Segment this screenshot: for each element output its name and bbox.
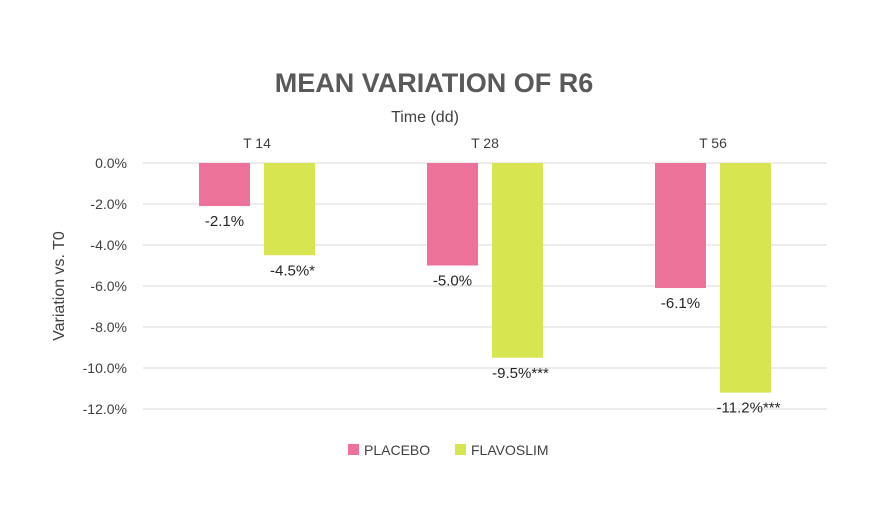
bar-placebo xyxy=(427,163,478,266)
bar-flavoslim xyxy=(720,163,771,393)
x-axis-ticks: T 14 T 28 T 56 xyxy=(243,135,727,151)
bars xyxy=(199,163,771,393)
legend-label: FLAVOSLIM xyxy=(471,442,549,458)
legend-swatch-placebo xyxy=(348,444,359,455)
y-tick-label: -10.0% xyxy=(83,360,127,376)
data-label: -4.5%* xyxy=(270,262,315,279)
legend-label: PLACEBO xyxy=(364,442,430,458)
data-label: -6.1% xyxy=(661,295,700,312)
y-tick-label: -6.0% xyxy=(90,278,127,294)
data-label: -2.1% xyxy=(205,213,244,230)
x-tick-label: T 28 xyxy=(471,135,499,151)
y-tick-label: -2.0% xyxy=(90,196,127,212)
gridlines xyxy=(143,162,827,410)
data-label: -9.5%*** xyxy=(492,365,549,382)
data-labels: -2.1% -4.5%* -5.0% -9.5%*** -6.1% -11.2%*** xyxy=(205,213,781,417)
bar-flavoslim xyxy=(264,163,315,256)
data-label: -11.2%*** xyxy=(717,400,781,417)
x-tick-label: T 14 xyxy=(243,135,271,151)
x-tick-label: T 56 xyxy=(699,135,727,151)
y-tick-label: 0.0% xyxy=(95,155,127,171)
bar-flavoslim xyxy=(492,163,543,358)
y-axis-ticks: 0.0% -2.0% -4.0% -6.0% -8.0% -10.0% -12.0% xyxy=(83,155,127,417)
y-tick-label: -12.0% xyxy=(83,401,127,417)
legend: PLACEBO FLAVOSLIM xyxy=(348,442,549,458)
legend-swatch-flavoslim xyxy=(455,444,466,455)
bar-placebo xyxy=(199,163,250,207)
x-axis-title: Time (dd) xyxy=(391,109,459,126)
y-axis-title: Variation vs. T0 xyxy=(51,231,68,341)
y-tick-label: -8.0% xyxy=(90,319,127,335)
chart-title: MEAN VARIATION OF R6 xyxy=(275,68,594,98)
bar-placebo xyxy=(655,163,706,289)
y-tick-label: -4.0% xyxy=(90,237,127,253)
data-label: -5.0% xyxy=(433,273,472,290)
